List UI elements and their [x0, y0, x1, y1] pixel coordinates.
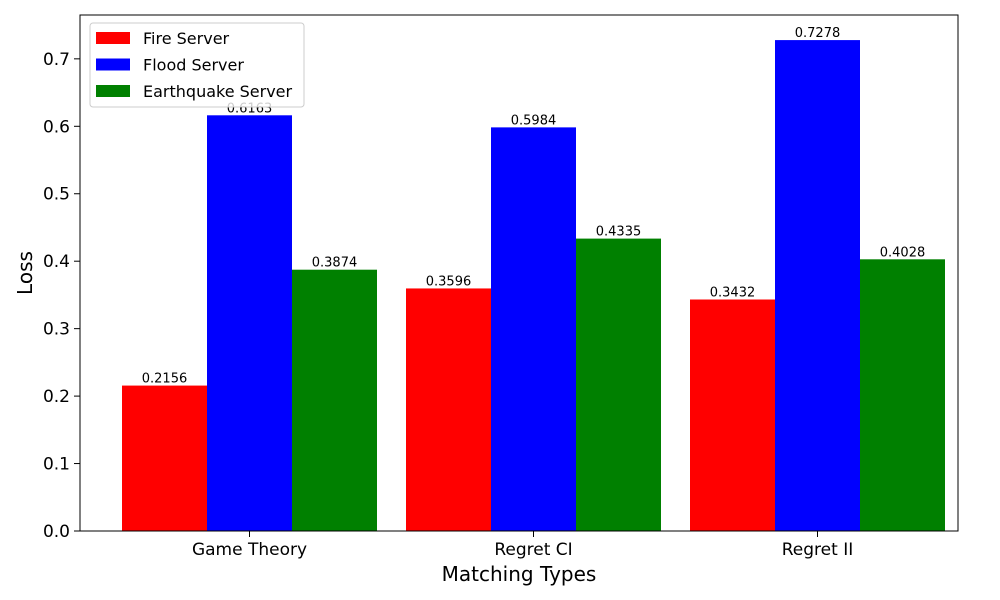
bar-value-label: 0.3596: [426, 274, 472, 289]
bar-value-label: 0.5984: [511, 113, 557, 128]
bar: [775, 40, 860, 531]
bar-value-label: 0.4028: [880, 245, 926, 260]
bar-value-labels: 0.21560.35960.34320.61630.59840.72780.38…: [142, 26, 926, 386]
bar-value-label: 0.7278: [795, 26, 841, 41]
bar: [292, 269, 377, 531]
bar: [690, 299, 775, 531]
x-axis: Game Theory Regret CI Regret II: [192, 531, 853, 560]
legend-label: Flood Server: [143, 56, 244, 75]
legend-box: [89, 22, 305, 108]
legend: Fire Server Flood Server Earthquake Server: [89, 22, 305, 108]
bar-value-label: 0.4335: [596, 225, 642, 240]
y-tick-label: 0.0: [43, 522, 70, 542]
legend-swatch: [96, 32, 130, 44]
y-tick-label: 0.4: [43, 252, 70, 272]
bar-value-label: 0.2156: [142, 372, 188, 387]
legend-swatch: [96, 85, 130, 97]
bar: [491, 127, 576, 531]
y-tick-label: 0.5: [43, 185, 70, 205]
bars-group: [122, 40, 945, 531]
bar: [576, 238, 661, 531]
y-axis: 0.0 0.1 0.2 0.3 0.4 0.5 0.6 0.7: [43, 50, 80, 542]
x-tick-label: Game Theory: [192, 540, 307, 560]
y-tick-label: 0.3: [43, 320, 70, 340]
x-tick-label: Regret CI: [494, 540, 572, 560]
y-tick-label: 0.2: [43, 387, 70, 407]
x-axis-title: Matching Types: [442, 562, 597, 586]
bar: [860, 259, 945, 531]
bar: [122, 385, 207, 531]
y-tick-label: 0.7: [43, 50, 70, 70]
bar: [207, 115, 292, 531]
plot-frame: [79, 14, 959, 532]
y-tick-label: 0.1: [43, 455, 70, 475]
legend-swatch: [96, 58, 130, 71]
y-axis-title: Loss: [13, 251, 37, 295]
bar: [406, 288, 491, 531]
legend-label: Earthquake Server: [143, 82, 293, 101]
y-tick-label: 0.6: [43, 117, 70, 137]
bar-value-label: 0.3874: [312, 256, 358, 271]
legend-label: Fire Server: [143, 29, 230, 48]
bar-value-label: 0.3432: [710, 286, 756, 301]
x-tick-label: Regret II: [782, 540, 853, 560]
